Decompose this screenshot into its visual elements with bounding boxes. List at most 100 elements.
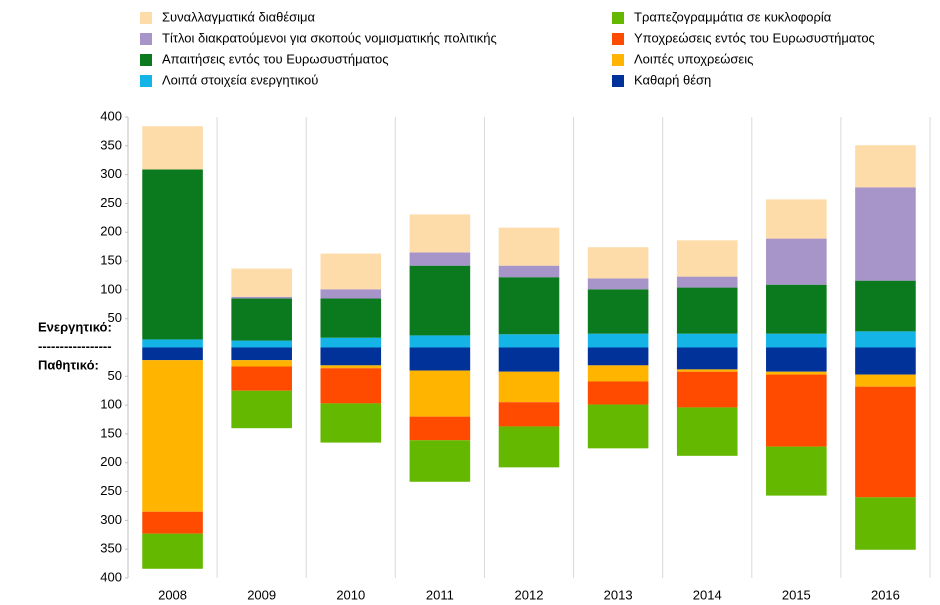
liabilities-label: Παθητικό: [38,357,99,372]
bar-segment [498,347,560,372]
legend-swatch [140,12,152,24]
x-tick-label: 2008 [158,587,187,602]
bar-segment [855,280,916,332]
y-tick-label: 250 [100,195,122,210]
legend-label: Υποχρεώσεις εντός του Ευρωσυστήματος [634,30,875,45]
legend-swatch [140,54,152,66]
bar-segment [498,402,560,427]
bar-segment [587,289,649,334]
bar-segment [855,187,916,281]
bar-segment [320,289,382,299]
bar-segment [231,347,292,361]
bar-segment [231,296,292,299]
x-tick-label: 2016 [871,587,900,602]
bar-segment [498,371,560,403]
bar-segment [587,365,649,382]
y-tick-label: 100 [100,281,122,296]
bar-segment [855,331,916,348]
bar-segment [409,214,471,253]
bar-segment [231,360,292,367]
y-tick-label: 350 [100,541,122,556]
bar-segment [498,277,560,335]
bar-segment [766,284,827,334]
bar-segment [676,371,738,408]
bar-segment [142,533,203,569]
bar-segment [766,238,827,285]
bar-segment [409,265,471,336]
legend-label: Τραπεζογραμμάτια σε κυκλοφορία [634,9,832,24]
legend-label: Καθαρή θέση [634,72,711,87]
bar-segment [676,333,738,348]
y-tick-label: 150 [100,253,122,268]
bar-segment [498,426,560,468]
x-tick-label: 2009 [247,587,276,602]
bar-segment [587,333,649,348]
bar-segment [676,287,738,334]
bar-segment [498,334,560,348]
bar-segment [766,374,827,447]
bar-segment [855,497,916,550]
bar-segment [409,440,471,482]
legend-swatch [612,75,624,87]
y-tick-label: 50 [108,310,122,325]
bar-segment [676,347,738,370]
bar-segment [320,337,382,348]
bar-segment [766,446,827,496]
legend-label: Συναλλαγματικά διαθέσιμα [162,9,316,24]
legend-label: Τίτλοι διακρατούμενοι για σκοπούς νομισμ… [162,30,497,45]
x-tick-label: 2010 [336,587,365,602]
bar-segment [320,365,382,369]
bar-segment [409,335,471,348]
bar-segment [409,347,471,371]
bar-segment [766,199,827,239]
bar-segment [587,381,649,405]
bar-segment [498,265,560,278]
bar-segment [409,416,471,441]
bar-segment [320,253,382,290]
bar-segment [676,276,738,288]
bar-segment [231,390,292,429]
bar-segment [587,347,649,366]
bar-segment [409,252,471,266]
bar-segment [855,386,916,498]
legend-label: Λοιπές υποχρεώσεις [634,51,753,66]
bar-segment [587,278,649,290]
y-tick-label: 300 [100,512,122,527]
bar-segment [231,340,292,348]
y-tick-label: 400 [100,569,122,584]
y-tick-label: 400 [100,108,122,123]
bar-segment [142,169,203,340]
y-tick-label: 150 [100,425,122,440]
bar-segment [142,347,203,361]
bar-segment [766,347,827,372]
bar-segment [231,268,292,297]
y-tick-label: 100 [100,397,122,412]
bar-segment [231,298,292,341]
y-tick-label: 250 [100,483,122,498]
x-tick-label: 2012 [515,587,544,602]
y-tick-label: 200 [100,454,122,469]
legend-swatch [140,33,152,45]
bar-segment [855,374,916,387]
bar-segment [320,298,382,338]
bar-segment [320,368,382,404]
legend-swatch [612,33,624,45]
bar-segment [766,333,827,348]
legend-swatch [612,12,624,24]
bar-segment [320,403,382,443]
bar-segment [855,145,916,188]
legend-swatch [140,75,152,87]
y-tick-label: 350 [100,137,122,152]
bar-segment [855,347,916,375]
x-tick-label: 2013 [604,587,633,602]
bar-segment [142,126,203,170]
y-tick-label: 50 [108,368,122,383]
y-tick-label: 200 [100,224,122,239]
x-tick-label: 2011 [426,587,454,602]
bar-segment [320,347,382,366]
separator: ----------------- [38,338,112,353]
bar-segment [498,227,560,266]
legend-swatch [612,54,624,66]
bar-segment [676,369,738,372]
